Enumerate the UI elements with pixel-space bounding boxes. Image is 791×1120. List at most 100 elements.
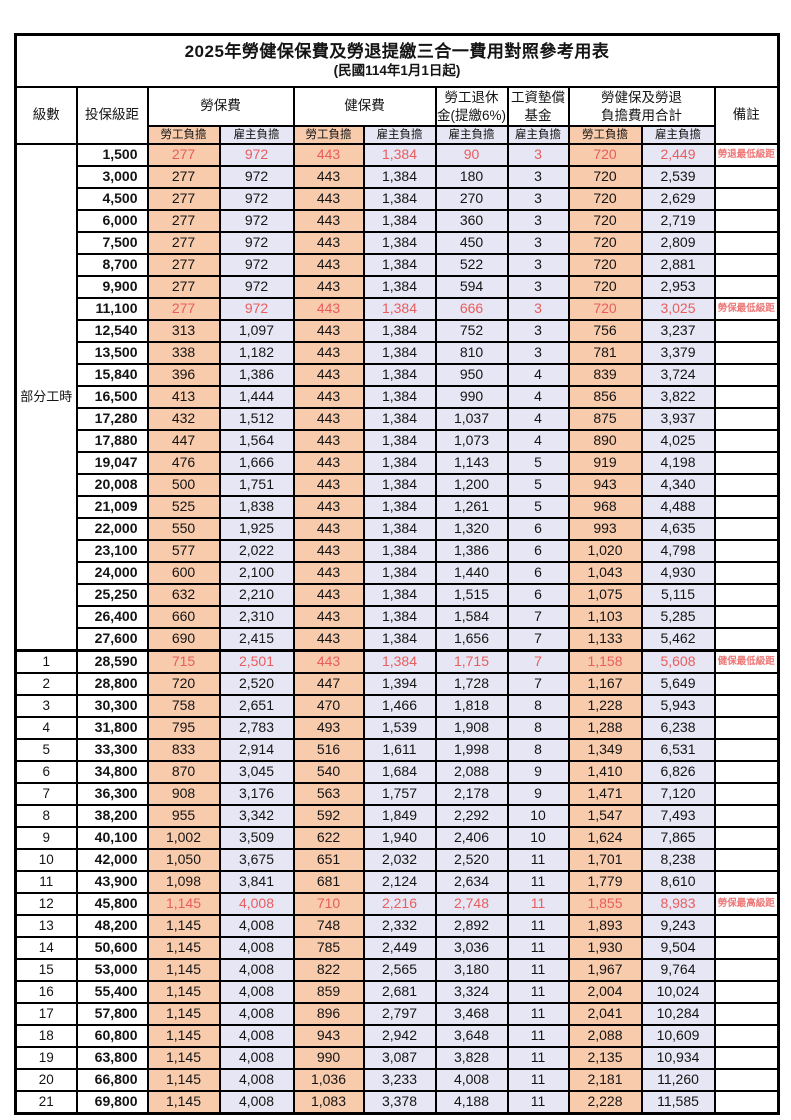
table-row: 17,880 447 1,564 443 1,384 1,073 4 890 4,025 <box>16 429 780 453</box>
value-cell: 8,238 <box>640 848 716 872</box>
value-cell: 11 <box>506 1068 570 1092</box>
value-cell: 1,384 <box>362 319 437 343</box>
value-cell: 1,410 <box>567 760 643 784</box>
value-cell: 1,998 <box>434 738 509 762</box>
value-cell: 1,384 <box>362 275 437 299</box>
value-cell: 1,384 <box>362 605 437 629</box>
subheader-health-employer: 雇主負擔 <box>362 125 437 145</box>
value-cell: 432 <box>146 407 221 431</box>
value-cell: 2,797 <box>362 1002 437 1026</box>
value-cell: 2,565 <box>362 958 437 982</box>
value-cell: 7 <box>506 672 570 696</box>
value-cell: 277 <box>146 231 221 255</box>
header-level: 級數 <box>14 86 78 145</box>
value-cell: 710 <box>292 892 365 916</box>
table-row: 13,500 338 1,182 443 1,384 810 3 781 3,379 <box>16 341 780 365</box>
value-cell: 7 <box>506 605 570 629</box>
title-row: 2025年勞健保保費及勞退提繳三合一費用對照參考用表 (民國114年1月1日起) <box>14 33 780 88</box>
value-cell: 2,634 <box>434 870 509 894</box>
value-cell: 1,036 <box>292 1068 365 1092</box>
value-cell: 9,504 <box>640 936 716 960</box>
value-cell: 1,444 <box>218 385 295 409</box>
value-cell: 4,008 <box>218 958 295 982</box>
value-cell: 715 <box>146 649 221 674</box>
value-cell: 8,983 <box>640 892 716 916</box>
salary-bracket-cell: 31,800 <box>75 716 149 740</box>
salary-bracket-cell: 34,800 <box>75 760 149 784</box>
note-cell <box>713 1090 780 1115</box>
value-cell: 4,008 <box>218 1024 295 1048</box>
value-cell: 2,520 <box>434 848 509 872</box>
value-cell: 1,145 <box>146 892 221 916</box>
value-cell: 493 <box>292 716 365 740</box>
table-row: 13 48,200 1,145 4,008 748 2,332 2,892 11 1,893 9,… <box>14 914 780 938</box>
note-cell: 勞保最高級距 <box>713 892 780 916</box>
value-cell: 3 <box>506 231 570 255</box>
value-cell: 180 <box>434 165 509 189</box>
note-cell <box>713 231 780 255</box>
value-cell: 1,757 <box>362 782 437 806</box>
value-cell: 1,849 <box>362 804 437 828</box>
salary-bracket-cell: 17,280 <box>75 407 149 431</box>
value-cell: 5,285 <box>640 605 716 629</box>
value-cell: 2,783 <box>218 716 295 740</box>
value-cell: 972 <box>218 187 295 211</box>
table-row: 20,008 500 1,751 443 1,384 1,200 5 943 4,340 <box>16 473 780 497</box>
value-cell: 3,675 <box>218 848 295 872</box>
value-cell: 1,384 <box>362 429 437 453</box>
value-cell: 1,103 <box>567 605 643 629</box>
value-cell: 990 <box>434 385 509 409</box>
salary-bracket-cell: 9,900 <box>75 275 149 299</box>
value-cell: 3,180 <box>434 958 509 982</box>
salary-bracket-cell: 57,800 <box>75 1002 149 1026</box>
value-cell: 943 <box>292 1024 365 1048</box>
header-total-line2: 負擔費用合計 <box>601 107 682 123</box>
value-cell: 720 <box>567 165 643 189</box>
value-cell: 3,045 <box>218 760 295 784</box>
value-cell: 413 <box>146 385 221 409</box>
value-cell: 1,167 <box>567 672 643 696</box>
value-cell: 2,881 <box>640 253 716 277</box>
value-cell: 1,624 <box>567 826 643 850</box>
value-cell: 3,724 <box>640 363 716 387</box>
value-cell: 396 <box>146 363 221 387</box>
subheader-pension-employer: 雇主負擔 <box>434 125 509 145</box>
value-cell: 870 <box>146 760 221 784</box>
value-cell: 2,216 <box>362 892 437 916</box>
note-cell <box>713 914 780 938</box>
value-cell: 6,826 <box>640 760 716 784</box>
value-cell: 1,611 <box>362 738 437 762</box>
value-cell: 3,828 <box>434 1046 509 1070</box>
value-cell: 10,284 <box>640 1002 716 1026</box>
value-cell: 2,332 <box>362 914 437 938</box>
value-cell: 6 <box>506 561 570 585</box>
value-cell: 781 <box>567 341 643 365</box>
table-row: 4,500 277 972 443 1,384 270 3 720 2,629 <box>16 187 780 211</box>
value-cell: 972 <box>218 297 295 321</box>
salary-bracket-cell: 20,008 <box>75 473 149 497</box>
value-cell: 756 <box>567 319 643 343</box>
note-cell <box>713 473 780 497</box>
salary-bracket-cell: 26,400 <box>75 605 149 629</box>
value-cell: 748 <box>292 914 365 938</box>
note-cell <box>713 980 780 1004</box>
note-cell <box>713 936 780 960</box>
value-cell: 1,751 <box>218 473 295 497</box>
value-cell: 4,008 <box>218 1090 295 1115</box>
level-cell: 18 <box>14 1024 78 1048</box>
value-cell: 1,200 <box>434 473 509 497</box>
value-cell: 1,386 <box>434 539 509 563</box>
value-cell: 11 <box>506 958 570 982</box>
note-cell <box>713 1002 780 1026</box>
table-row: 5 33,300 833 2,914 516 1,611 1,998 8 1,349 6,531 <box>14 738 780 762</box>
value-cell: 3,176 <box>218 782 295 806</box>
note-cell <box>713 407 780 431</box>
header-wage-fund-line1: 工資墊償 <box>511 89 565 105</box>
table-row: 19,047 476 1,666 443 1,384 1,143 5 919 4,198 <box>16 451 780 475</box>
value-cell: 651 <box>292 848 365 872</box>
table-row: 21 69,800 1,145 4,008 1,083 3,378 4,188 11 2,228… <box>14 1090 780 1115</box>
value-cell: 2,942 <box>362 1024 437 1048</box>
value-cell: 1,384 <box>362 385 437 409</box>
note-cell <box>713 187 780 211</box>
level-cell: 17 <box>14 1002 78 1026</box>
